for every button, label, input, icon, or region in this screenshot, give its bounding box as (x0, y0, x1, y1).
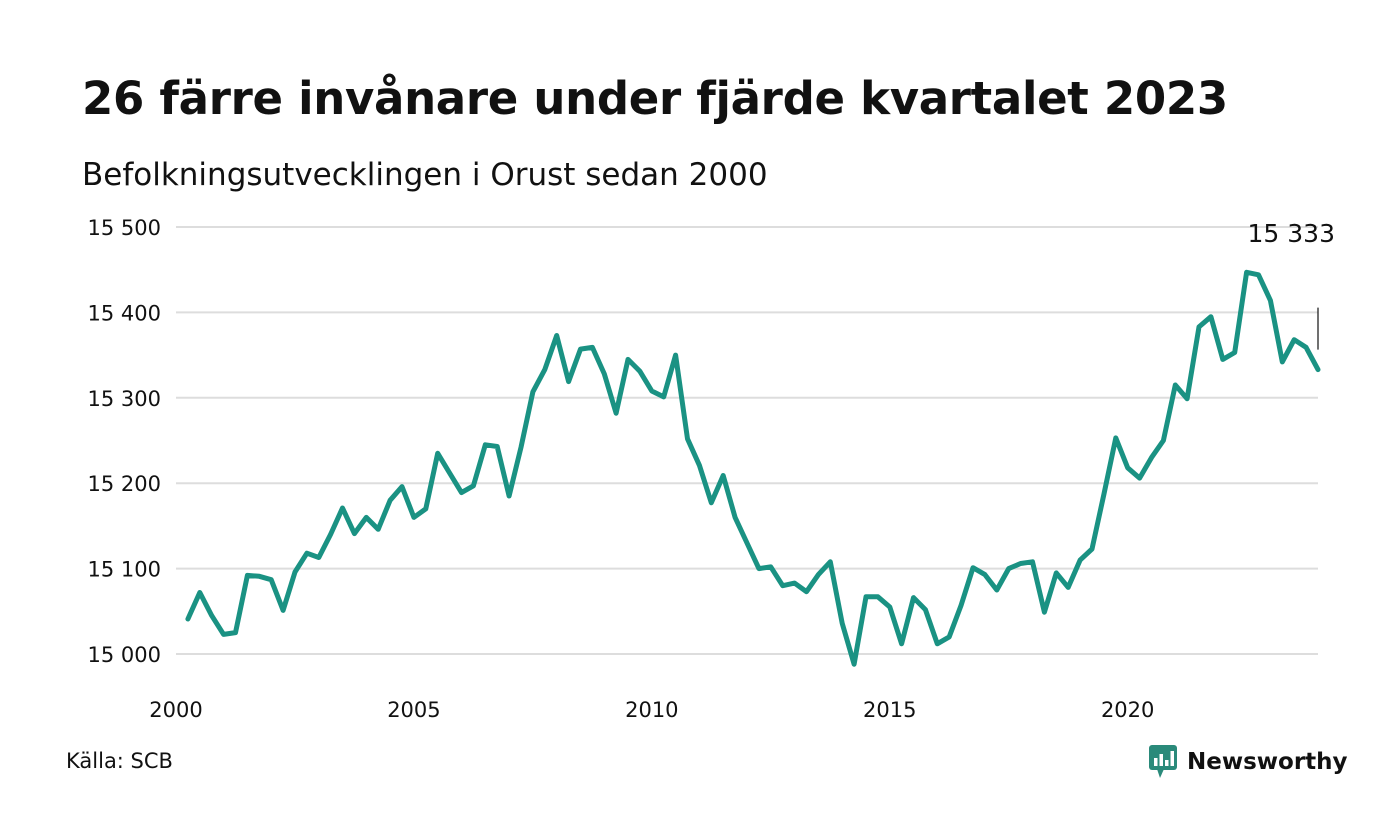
y-tick-label: 15 100 (88, 558, 161, 582)
brand-logo[interactable]: Newsworthy (1148, 744, 1348, 780)
annotation-label: 15 333 (1248, 219, 1335, 248)
y-tick-label: 15 000 (88, 643, 161, 667)
last-value-annotation: 15 333 (1248, 219, 1335, 350)
chart-subtitle: Befolkningsutvecklingen i Orust sedan 20… (82, 157, 768, 193)
y-tick-label: 15 200 (88, 472, 161, 496)
source-label: Källa: SCB (66, 749, 173, 773)
x-tick-label: 2010 (625, 698, 678, 722)
y-tick-label: 15 500 (88, 216, 161, 240)
y-tick-label: 15 400 (88, 301, 161, 325)
y-tick-label: 15 300 (88, 387, 161, 411)
grid-lines (176, 226, 1318, 655)
x-tick-label: 2015 (863, 698, 916, 722)
y-axis-tick-labels: 15 000 15 100 15 200 15 300 15 400 15 500 (88, 216, 161, 667)
chart-title: 26 färre invånare under fjärde kvartalet… (82, 72, 1228, 125)
x-tick-label: 2000 (149, 698, 202, 722)
x-axis-tick-labels: 2000 2005 2010 2015 2020 (149, 698, 1154, 722)
brand-name: Newsworthy (1187, 749, 1348, 775)
x-tick-label: 2020 (1101, 698, 1154, 722)
bar-chart-speech-bubble-icon (1149, 745, 1177, 778)
series-line (185, 269, 1321, 667)
x-tick-label: 2005 (387, 698, 440, 722)
population-line (185, 269, 1321, 667)
